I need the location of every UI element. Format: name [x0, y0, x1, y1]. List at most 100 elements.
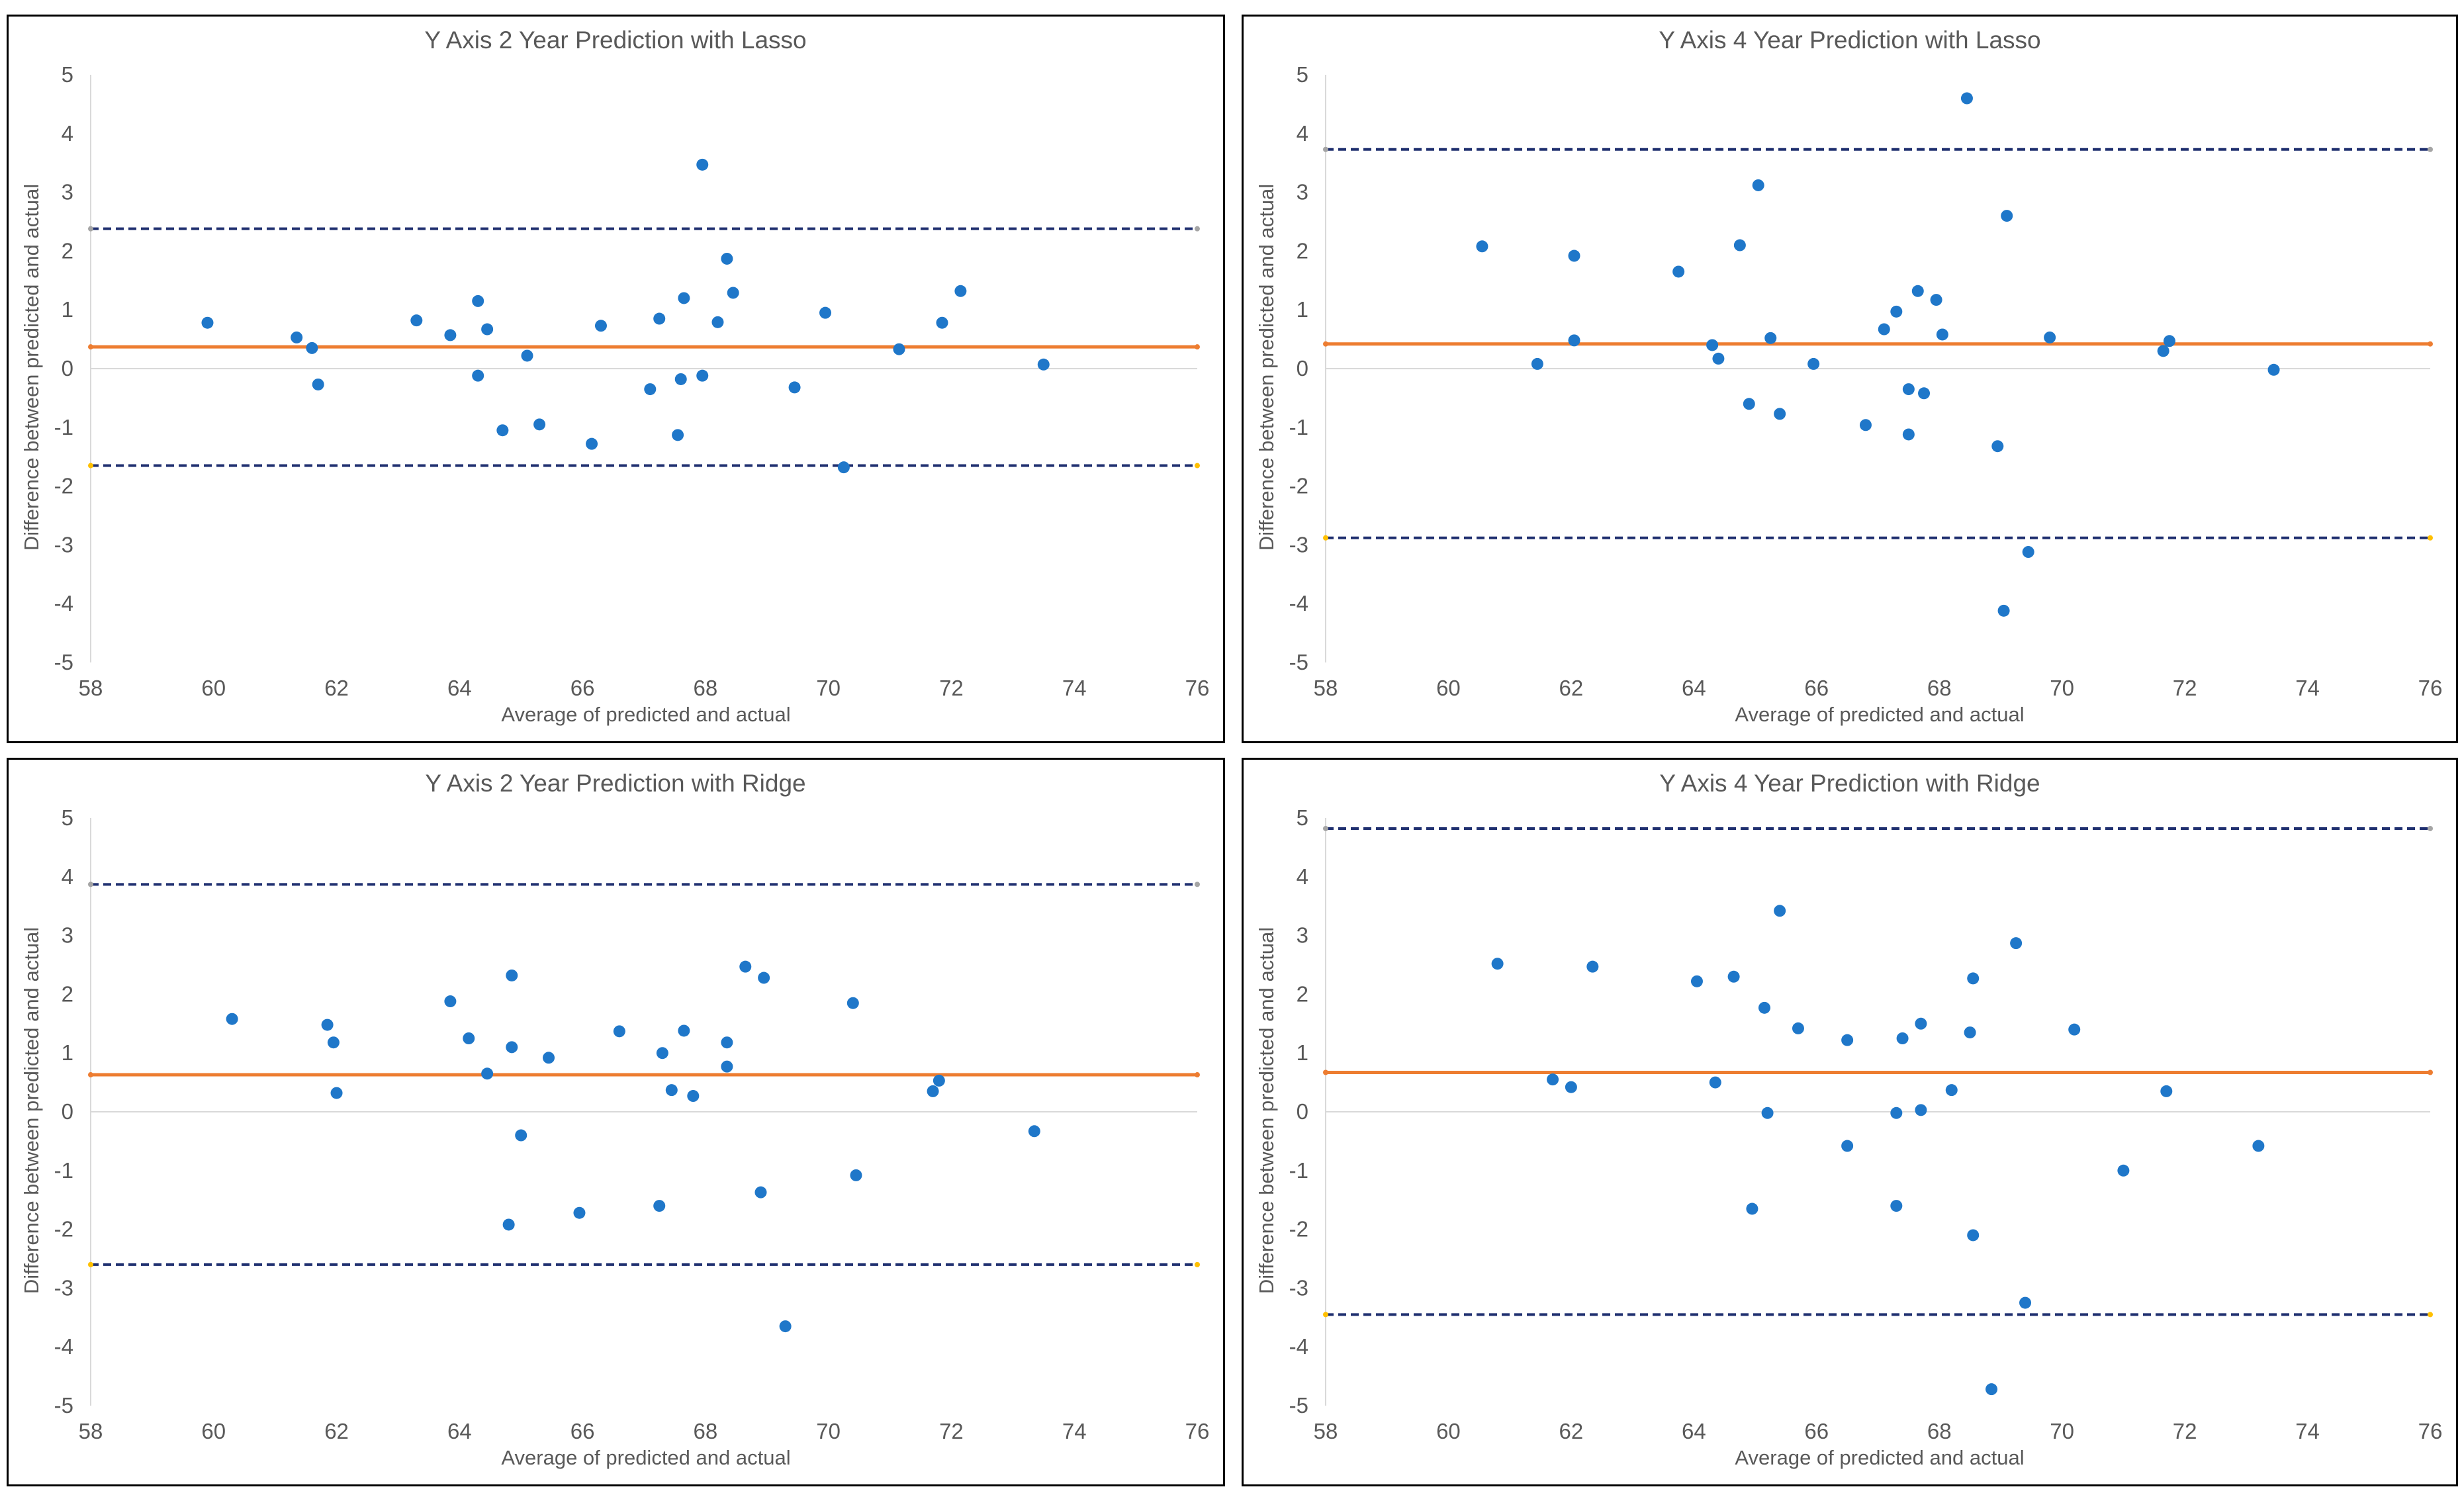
data-point [721, 1036, 733, 1049]
x-tick-label: 72 [2173, 1419, 2197, 1443]
data-point [936, 316, 948, 329]
data-point [653, 312, 666, 325]
data-point [1690, 975, 1703, 987]
data-point [2068, 1023, 2081, 1036]
data-point [1727, 970, 1740, 983]
data-point [481, 323, 494, 336]
data-point [327, 1036, 340, 1049]
data-point [1709, 1076, 1721, 1089]
data-point [1841, 1034, 1854, 1046]
data-point [927, 1085, 939, 1097]
data-point [201, 316, 214, 329]
data-point [656, 1047, 668, 1060]
upper-limit-marker [2428, 146, 2433, 152]
data-point [226, 1013, 238, 1025]
data-point [533, 418, 546, 431]
y-axis-label: Difference between predicted and actual [20, 184, 43, 551]
data-point [506, 1041, 518, 1054]
data-point [665, 1084, 678, 1097]
data-point [472, 294, 484, 307]
y-tick-label: 0 [1297, 356, 1308, 381]
y-tick-label: 5 [1297, 805, 1308, 830]
data-point [954, 285, 967, 297]
y-tick-label: 5 [62, 62, 73, 87]
mean-marker [1195, 1072, 1200, 1078]
data-point [321, 1018, 334, 1031]
x-tick-label: 76 [2418, 1419, 2443, 1443]
data-point [2019, 1296, 2032, 1309]
data-point [1743, 398, 1755, 410]
data-point [837, 461, 850, 474]
data-point [1991, 440, 2004, 453]
data-point [2163, 335, 2175, 347]
data-point [1859, 419, 1872, 431]
data-point [1930, 294, 1942, 306]
mean-marker [2428, 341, 2433, 347]
upper-limit-marker [2428, 825, 2433, 831]
data-point [933, 1074, 945, 1087]
data-point [2267, 363, 2280, 376]
y-tick-label: 3 [1297, 180, 1308, 204]
y-tick-label: 0 [1297, 1099, 1308, 1124]
mean-marker [1195, 344, 1200, 350]
data-point [573, 1206, 586, 1219]
data-point [312, 378, 324, 390]
upper-limit-marker [1195, 226, 1200, 232]
data-point [594, 320, 607, 332]
data-point [1915, 1104, 1927, 1116]
x-tick-label: 62 [324, 676, 349, 700]
lower-limit-marker [1323, 1312, 1328, 1318]
data-point [687, 1090, 700, 1103]
y-tick-label: 2 [62, 981, 73, 1006]
data-point [846, 997, 859, 1009]
y-tick-label: -2 [1289, 474, 1308, 498]
data-point [653, 1200, 666, 1212]
data-point [472, 369, 484, 382]
y-tick-label: 4 [62, 121, 73, 146]
data-point [2252, 1140, 2265, 1152]
x-tick-label: 72 [939, 676, 964, 700]
y-tick-label: 5 [62, 805, 73, 830]
lower-limit-marker [2428, 535, 2433, 541]
x-tick-label: 70 [816, 1419, 841, 1443]
x-tick-label: 66 [570, 676, 595, 700]
data-point [1758, 1001, 1770, 1014]
data-point [1547, 1073, 1559, 1086]
data-point [779, 1320, 792, 1333]
data-point [1896, 1032, 1909, 1044]
y-tick-label: -5 [1289, 650, 1308, 674]
y-tick-label: -1 [1289, 415, 1308, 439]
y-tick-label: 0 [62, 1099, 73, 1124]
upper-limit-marker [1323, 825, 1328, 831]
data-point [1774, 408, 1786, 420]
data-point [678, 1024, 690, 1037]
data-point [1568, 249, 1580, 262]
upper-limit-marker [1323, 146, 1328, 152]
chart-title: Y Axis 2 Year Prediction with Ridge [425, 770, 805, 797]
data-point [1761, 1107, 1774, 1119]
data-point [1807, 357, 1820, 370]
x-axis-label: Average of predicted and actual [501, 1446, 790, 1469]
y-tick-label: -4 [1289, 1334, 1308, 1359]
data-point [1964, 1026, 1976, 1039]
data-point [2022, 546, 2034, 559]
data-point [1960, 92, 1973, 105]
y-tick-label: -4 [54, 591, 73, 615]
data-point [727, 287, 739, 299]
data-point [463, 1032, 475, 1044]
x-tick-label: 60 [201, 676, 226, 700]
y-tick-label: 3 [62, 923, 73, 948]
y-tick-label: -1 [54, 415, 73, 439]
lower-limit-marker [88, 463, 93, 469]
y-tick-label: 2 [1297, 238, 1308, 263]
chart-svg: Y Axis 4 Year Prediction with Ridge Aver… [1255, 770, 2443, 1469]
data-point [1531, 357, 1543, 370]
x-tick-label: 74 [2295, 676, 2320, 700]
x-tick-label: 62 [324, 1419, 349, 1443]
data-point [2117, 1164, 2130, 1177]
data-point [1918, 387, 1931, 400]
data-point [644, 383, 657, 396]
x-tick-label: 58 [1314, 676, 1338, 700]
data-point [1878, 323, 1890, 336]
data-point [444, 329, 457, 341]
